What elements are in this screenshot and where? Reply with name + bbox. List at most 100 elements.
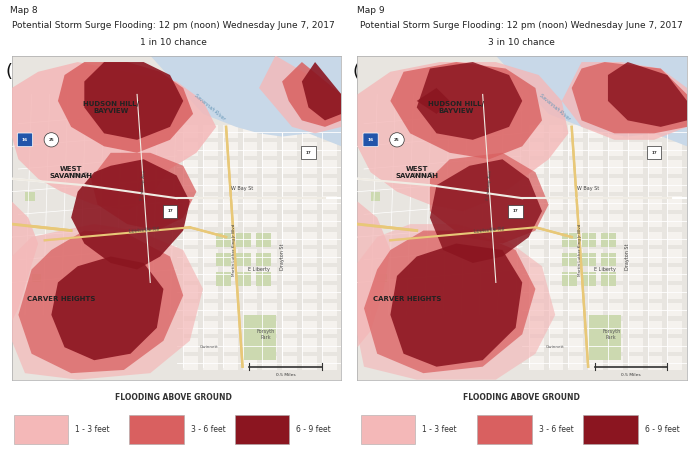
Text: WEST
SAVANNAH: WEST SAVANNAH: [50, 166, 92, 179]
Bar: [588, 196, 603, 210]
Bar: [322, 267, 337, 281]
Bar: [548, 321, 564, 334]
Bar: [302, 125, 316, 138]
Text: E Liberty: E Liberty: [593, 267, 616, 272]
Bar: [302, 160, 316, 174]
Bar: [282, 232, 297, 245]
Bar: [628, 178, 643, 192]
Bar: [203, 196, 218, 210]
Bar: [322, 196, 337, 210]
Bar: [648, 178, 662, 192]
Bar: [648, 214, 662, 227]
Bar: [282, 125, 297, 138]
Text: (a): (a): [6, 63, 31, 81]
FancyBboxPatch shape: [129, 415, 184, 444]
Bar: [183, 338, 198, 352]
Bar: [628, 250, 643, 263]
Polygon shape: [357, 62, 568, 211]
Bar: [322, 232, 337, 245]
Polygon shape: [416, 88, 450, 114]
Bar: [203, 232, 218, 245]
Bar: [183, 125, 198, 138]
Bar: [608, 321, 623, 334]
Bar: [203, 178, 218, 192]
Bar: [262, 338, 277, 352]
Polygon shape: [259, 56, 341, 133]
Bar: [203, 143, 218, 156]
Bar: [529, 214, 543, 227]
Bar: [582, 253, 596, 266]
Bar: [668, 267, 682, 281]
Bar: [302, 267, 316, 281]
Text: Forsyth
Park: Forsyth Park: [602, 329, 620, 340]
FancyBboxPatch shape: [363, 133, 378, 147]
Bar: [608, 125, 623, 138]
Bar: [548, 232, 564, 245]
Polygon shape: [562, 62, 687, 140]
Bar: [628, 214, 643, 227]
Bar: [628, 267, 643, 281]
Bar: [548, 143, 564, 156]
Bar: [668, 196, 682, 210]
Bar: [668, 178, 682, 192]
Bar: [548, 338, 564, 352]
Text: 0.5 Miles: 0.5 Miles: [621, 373, 641, 377]
Bar: [183, 321, 198, 334]
FancyBboxPatch shape: [301, 146, 316, 159]
Bar: [588, 143, 603, 156]
Bar: [262, 214, 277, 227]
Text: 25: 25: [49, 138, 54, 142]
Bar: [588, 338, 603, 352]
FancyBboxPatch shape: [477, 415, 532, 444]
Bar: [31, 274, 42, 282]
Bar: [322, 214, 337, 227]
Bar: [529, 196, 543, 210]
Bar: [648, 160, 662, 174]
Bar: [223, 143, 237, 156]
Bar: [282, 321, 297, 334]
Bar: [529, 178, 543, 192]
Bar: [568, 178, 583, 192]
Bar: [668, 232, 682, 245]
Bar: [628, 125, 643, 138]
Bar: [243, 196, 257, 210]
Bar: [216, 272, 231, 286]
Bar: [548, 303, 564, 317]
Bar: [548, 250, 564, 263]
Bar: [588, 250, 603, 263]
Bar: [282, 303, 297, 317]
Bar: [216, 253, 231, 266]
Bar: [262, 321, 277, 334]
Bar: [668, 160, 682, 174]
Bar: [588, 214, 603, 227]
Bar: [223, 303, 237, 317]
Bar: [562, 272, 577, 286]
Bar: [243, 338, 257, 352]
Bar: [628, 321, 643, 334]
Bar: [668, 125, 682, 138]
Bar: [628, 338, 643, 352]
Bar: [302, 232, 316, 245]
Polygon shape: [18, 231, 183, 373]
Bar: [548, 357, 564, 370]
Text: (b): (b): [353, 63, 378, 81]
Bar: [601, 272, 616, 286]
Bar: [582, 233, 596, 247]
Bar: [648, 267, 662, 281]
Bar: [282, 357, 297, 370]
Text: Drayton St: Drayton St: [625, 243, 630, 270]
Bar: [243, 178, 257, 192]
Bar: [548, 196, 564, 210]
Bar: [608, 303, 623, 317]
Bar: [588, 125, 603, 138]
Text: Savannah River: Savannah River: [539, 93, 572, 122]
Text: 1 - 3 feet: 1 - 3 feet: [75, 425, 110, 434]
Bar: [243, 250, 257, 263]
Bar: [648, 250, 662, 263]
Polygon shape: [390, 62, 542, 159]
Bar: [223, 250, 237, 263]
Bar: [223, 214, 237, 227]
Bar: [262, 232, 277, 245]
Bar: [628, 196, 643, 210]
Bar: [668, 143, 682, 156]
